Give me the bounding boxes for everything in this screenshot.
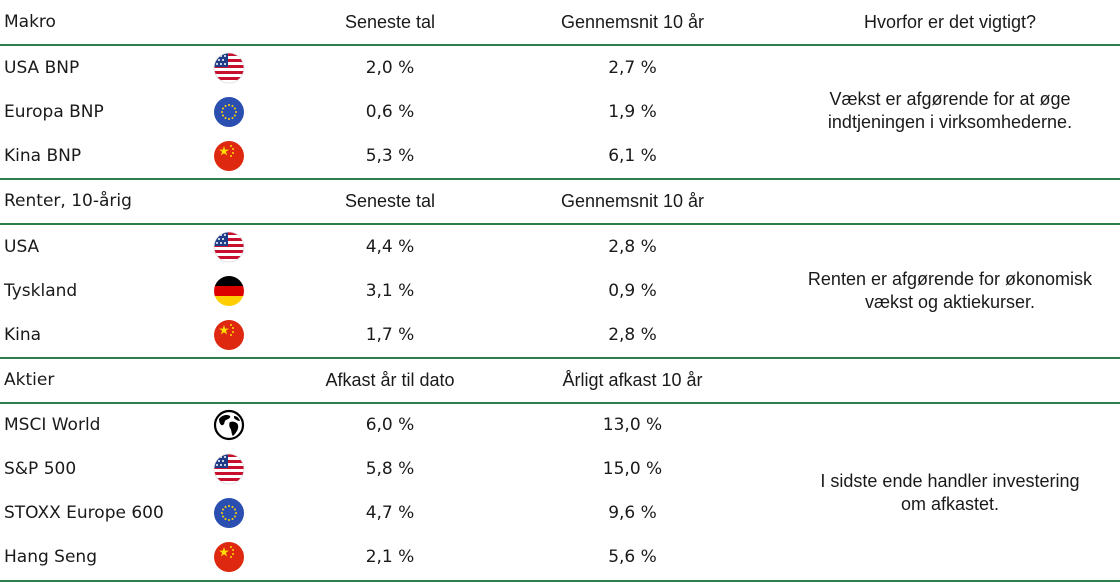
germany-flag-icon	[213, 275, 245, 307]
us-flag-icon	[213, 453, 245, 485]
section-header-makro: Makro Seneste tal Gennemsnit 10 år	[0, 0, 1120, 44]
row-name: USA	[4, 237, 40, 257]
column-header-annual-return: Årligt afkast 10 år	[562, 370, 703, 390]
why-line: I sidste ende handler investering	[820, 471, 1080, 491]
average-value: 6,1 %	[608, 146, 657, 166]
latest-value: 6,0 %	[365, 415, 415, 435]
latest-value: 5,8 %	[365, 459, 415, 479]
latest-value: 0,6 %	[365, 102, 415, 122]
divider	[0, 44, 1120, 46]
us-flag-icon	[213, 52, 245, 84]
why-line: Renten er afgørende for økonomisk	[807, 269, 1093, 289]
average-value: 2,7 %	[608, 58, 657, 78]
us-flag-icon	[213, 231, 245, 263]
average-value: 0,9 %	[608, 281, 657, 301]
latest-value: 2,0 %	[365, 58, 415, 78]
table-row: STOXX Europe 600 4,7 % 9,6 %	[0, 491, 1120, 535]
why-text-stocks: I sidste ende handler investering om afk…	[780, 470, 1120, 516]
latest-value: 1,7 %	[365, 325, 415, 345]
china-flag-icon	[213, 140, 245, 172]
average-value: 9,6 %	[608, 503, 657, 523]
column-header-latest: Seneste tal	[344, 191, 436, 211]
average-value: 13,0 %	[602, 415, 663, 435]
average-value: 15,0 %	[602, 459, 663, 479]
section-label: Renter, 10-årig	[4, 191, 132, 211]
why-column-header: Hvorfor er det vigtigt?	[863, 12, 1037, 32]
average-value: 5,6 %	[608, 547, 657, 567]
divider	[0, 357, 1120, 359]
divider	[0, 178, 1120, 180]
row-name: Hang Seng	[4, 547, 97, 567]
globe-icon	[213, 409, 245, 441]
row-name: STOXX Europe 600	[4, 503, 164, 523]
table-row: MSCI World 6,0 % 13,0 %	[0, 403, 1120, 447]
table-row: S&P 500 5,8 % 15,0 %	[0, 447, 1120, 491]
row-name: Kina BNP	[4, 146, 82, 166]
section-label: Aktier	[4, 370, 55, 390]
latest-value: 5,3 %	[365, 146, 415, 166]
row-name: Tyskland	[4, 281, 78, 301]
eu-flag-icon	[213, 497, 245, 529]
china-flag-icon	[213, 319, 245, 351]
average-value: 1,9 %	[608, 102, 657, 122]
latest-value: 2,1 %	[365, 547, 415, 567]
why-line: indtjeningen i virksomhederne.	[827, 112, 1073, 132]
average-value: 2,8 %	[608, 237, 657, 257]
latest-value: 4,7 %	[365, 503, 415, 523]
divider	[0, 580, 1120, 582]
eu-flag-icon	[213, 96, 245, 128]
divider	[0, 402, 1120, 404]
why-line: Vækst er afgørende for at øge	[829, 89, 1071, 109]
column-header-average: Gennemsnit 10 år	[560, 191, 705, 211]
row-name: MSCI World	[4, 415, 101, 435]
section-label: Makro	[4, 12, 56, 32]
latest-value: 3,1 %	[365, 281, 415, 301]
section-header-aktier: Aktier Afkast år til dato Årligt afkast …	[0, 358, 1120, 402]
row-name: S&P 500	[4, 459, 77, 479]
why-line: om afkastet.	[900, 494, 1000, 514]
row-name: USA BNP	[4, 58, 80, 78]
china-flag-icon	[213, 541, 245, 573]
average-value: 2,8 %	[608, 325, 657, 345]
section-header-renter: Renter, 10-årig Seneste tal Gennemsnit 1…	[0, 179, 1120, 223]
row-name: Kina	[4, 325, 42, 345]
why-line: vækst og aktiekurser.	[864, 292, 1036, 312]
table-row: USA BNP 2,0 % 2,7 %	[0, 46, 1120, 90]
table-row: USA 4,4 % 2,8 %	[0, 225, 1120, 269]
why-text-growth: Vækst er afgørende for at øge indtjening…	[780, 88, 1120, 134]
why-text-rates: Renten er afgørende for økonomisk vækst …	[780, 268, 1120, 314]
latest-value: 4,4 %	[365, 237, 415, 257]
table-row: Hang Seng 2,1 % 5,6 %	[0, 535, 1120, 579]
table-row: Kina 1,7 % 2,8 %	[0, 313, 1120, 357]
divider	[0, 223, 1120, 225]
table-row: Europa BNP 0,6 % 1,9 %	[0, 90, 1120, 134]
column-header-latest: Seneste tal	[344, 12, 436, 32]
table-row: Kina BNP 5,3 % 6,1 %	[0, 134, 1120, 178]
column-header-ytd-return: Afkast år til dato	[325, 370, 455, 390]
row-name: Europa BNP	[4, 102, 104, 122]
table-row: Tyskland 3,1 % 0,9 %	[0, 269, 1120, 313]
column-header-average: Gennemsnit 10 år	[560, 12, 705, 32]
